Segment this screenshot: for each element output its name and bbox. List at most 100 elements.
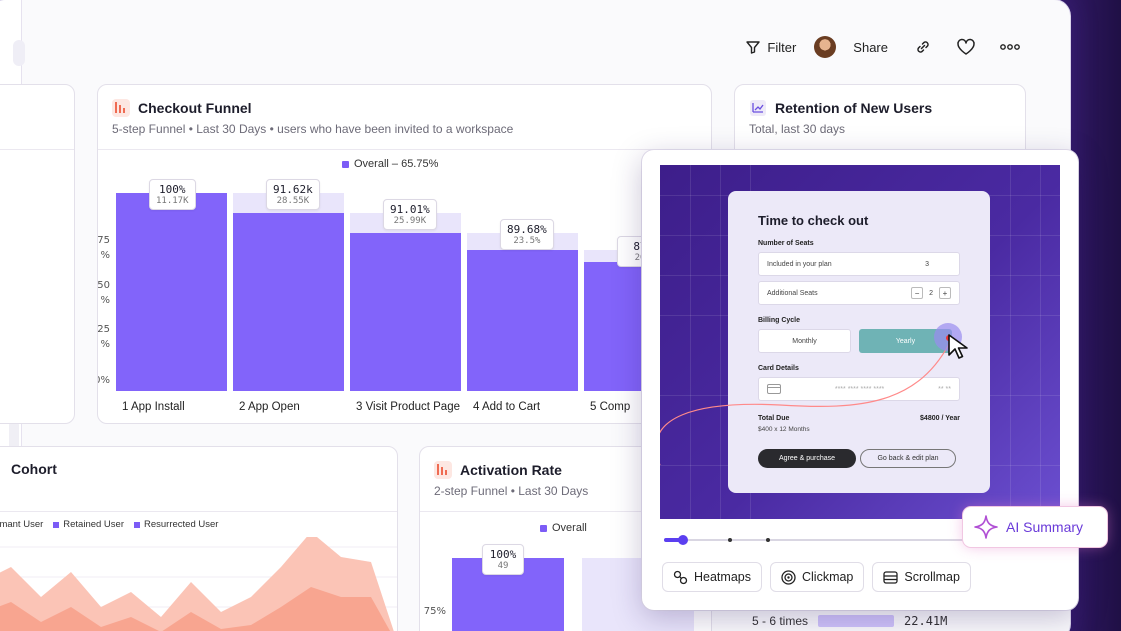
funnel-icon: [434, 461, 452, 479]
included-seats-field[interactable]: Included in your plan 3: [758, 252, 960, 276]
additional-seats-field[interactable]: Additional Seats − 2 +: [758, 281, 960, 305]
heart-icon[interactable]: [956, 38, 976, 56]
legend-swatch: [342, 160, 349, 168]
replay-timeline[interactable]: [664, 535, 1056, 545]
funnel-plot: 100% 11.17K 1 App Install 91.62k 28.55K 2 App…: [98, 85, 711, 423]
filter-button[interactable]: Filter: [746, 40, 796, 55]
scrollmap-button[interactable]: Scrollmap: [872, 562, 971, 592]
additional-value: 2: [929, 289, 933, 297]
retention-subtitle: Total, last 30 days: [749, 122, 846, 136]
activation-legend-label: Overall: [552, 522, 587, 534]
cohort-legend-dormant: ormant User: [0, 519, 44, 530]
agree-purchase-button[interactable]: Agree & purchase: [758, 449, 856, 468]
funnel-bar-count: 20: [634, 253, 646, 264]
funnel-bar-count: 28.55K: [276, 196, 310, 206]
funnel-y-tick: 0%: [98, 375, 110, 386]
sidebar-handle[interactable]: [13, 40, 25, 66]
session-replay-panel: Time to check out Number of Seats Includ…: [642, 150, 1078, 610]
cohort-area-chart: [0, 537, 397, 631]
funnel-bar-label: 89.68% 23.5%: [500, 218, 554, 250]
share-button[interactable]: Share: [814, 36, 888, 58]
heatmap-icon: [673, 570, 688, 584]
funnel-legend[interactable]: Overall – 65.75%: [342, 158, 438, 170]
cohort-card[interactable]: Cohort ormant User Retained User Resurre…: [0, 446, 398, 631]
scrollmap-icon: [883, 570, 899, 584]
funnel-bar[interactable]: [233, 212, 344, 391]
heatmaps-label: Heatmaps: [694, 570, 751, 584]
funnel-bar-count: 25.99K: [393, 215, 427, 226]
replay-video[interactable]: Time to check out Number of Seats Includ…: [660, 165, 1060, 519]
total-label: Total Due: [758, 415, 790, 422]
funnel-bar[interactable]: [467, 250, 578, 391]
clickmap-button[interactable]: Clickmap: [769, 562, 865, 592]
cursor-icon: [948, 334, 968, 359]
line-chart-icon: [750, 100, 766, 116]
funnel-bar-pct: 91.01%: [390, 202, 430, 216]
funnel-y-tick: 75 %: [97, 235, 110, 261]
funnel-category-label: 5 Comp: [590, 401, 631, 413]
activation-y-tick: 75%: [423, 606, 446, 617]
left-card: [0, 84, 75, 424]
ai-summary-button[interactable]: AI Summary: [963, 507, 1107, 547]
plus-button[interactable]: +: [939, 287, 951, 299]
minus-button[interactable]: −: [911, 287, 924, 299]
timeline-event-marker[interactable]: [728, 538, 732, 542]
additional-label: Additional Seats: [767, 289, 818, 297]
sparkle-icon: [974, 515, 998, 539]
clickmap-label: Clickmap: [801, 570, 854, 584]
cohort-legend-resurrected: Resurrected User: [144, 519, 219, 530]
activation-bar-label: 100% 49: [482, 544, 524, 575]
activation-subtitle: 2-step Funnel • Last 30 Days: [434, 484, 589, 498]
funnel-bar-label: 100% 11.17K: [149, 179, 196, 210]
funnel-bar-count: 23.5%: [513, 235, 541, 246]
retention-title: Retention of New Users: [775, 100, 933, 116]
activation-title: Activation Rate: [460, 462, 562, 478]
timeline-event-marker[interactable]: [766, 538, 770, 542]
credit-card-icon: [767, 384, 781, 394]
card-label: Card Details: [758, 365, 799, 372]
funnel-category-label: 4 Add to Cart: [473, 401, 541, 413]
cohort-title: Cohort: [11, 461, 57, 477]
replay-tools: Heatmaps Clickmap Scrollmap: [662, 562, 971, 592]
timeline-scrubber[interactable]: [678, 535, 688, 545]
total-detail: $400 x 12 Months: [758, 426, 810, 433]
legend-swatch: [540, 524, 547, 532]
heatmaps-button[interactable]: Heatmaps: [662, 562, 762, 592]
funnel-category-label: 1 App Install: [122, 401, 185, 413]
funnel-bar-label: 91.62k 28.55K: [266, 179, 320, 210]
activation-legend[interactable]: Overall: [540, 522, 587, 534]
checkout-funnel-title: Checkout Funnel: [138, 100, 252, 116]
link-icon[interactable]: [914, 38, 932, 56]
funnel-y-tick: 50 %: [97, 280, 110, 306]
funnel-bar-pct: 91.62k: [273, 183, 313, 196]
activation-bar-pct: 100%: [489, 548, 517, 561]
included-label: Included in your plan: [767, 260, 832, 268]
timeline-progress: [664, 538, 684, 542]
card-input[interactable]: **** **** **** **** ** **: [758, 377, 960, 401]
seats-stepper[interactable]: − 2 +: [911, 287, 951, 299]
funnel-bar[interactable]: [350, 232, 461, 391]
funnel-legend-label: Overall – 65.75%: [354, 158, 439, 170]
billing-label: Billing Cycle: [758, 317, 801, 324]
retention-row: 5 - 6 times 22.41M: [752, 614, 947, 628]
filter-icon: [746, 41, 761, 54]
monthly-button[interactable]: Monthly: [758, 329, 851, 353]
funnel-bar[interactable]: [116, 193, 227, 391]
funnel-bar-count: 11.17K: [156, 196, 189, 206]
checkout-funnel-subtitle: 5-step Funnel • Last 30 Days • users who…: [112, 122, 514, 136]
go-back-button[interactable]: Go back & edit plan: [860, 449, 956, 468]
funnel-icon: [112, 99, 130, 117]
cohort-legend-retained: Retained User: [63, 519, 124, 530]
filter-label: Filter: [767, 39, 797, 55]
card-expiry: ** **: [938, 385, 951, 393]
funnel-category-label: 2 App Open: [239, 401, 300, 413]
more-icon[interactable]: [1000, 43, 1020, 51]
toolbar: Filter Share: [746, 36, 1020, 58]
ai-summary-label: AI Summary: [1006, 519, 1084, 535]
cohort-legend: ormant User Retained User Resurrected Us…: [0, 519, 218, 530]
share-label: Share: [853, 39, 888, 55]
retention-row-bar: [818, 615, 895, 627]
checkout-funnel-card[interactable]: Checkout Funnel 5-step Funnel • Last 30 …: [97, 84, 712, 424]
total-value: $4800 / Year: [920, 415, 960, 422]
seats-label: Number of Seats: [758, 240, 814, 247]
